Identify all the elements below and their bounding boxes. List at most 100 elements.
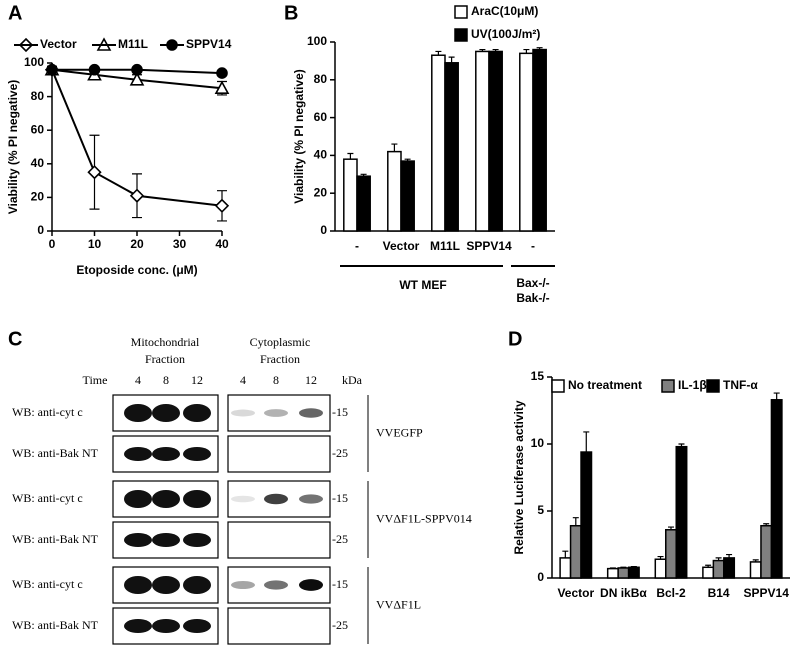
kda-marker: -15 — [332, 577, 348, 591]
x-tick-label: - — [531, 239, 535, 253]
bar — [627, 566, 640, 579]
y-axis-label: Viability (% PI negative) — [292, 69, 306, 203]
legend-swatch — [551, 379, 565, 393]
y-tick-label: 0 — [37, 223, 44, 237]
time-label: Time — [83, 373, 108, 387]
legend-label: UV(100J/m²) — [471, 27, 540, 41]
error-bar — [657, 555, 664, 560]
legend-swatch — [661, 379, 675, 393]
error-bar — [391, 143, 398, 152]
group-label: VVΔF1L-SPPV014 — [376, 511, 472, 525]
bar — [559, 557, 572, 579]
bar — [444, 62, 459, 232]
y-tick-label: 80 — [31, 89, 45, 103]
panel-label: D — [508, 328, 522, 350]
band — [183, 447, 211, 461]
band — [299, 579, 323, 591]
time-value: 8 — [163, 373, 169, 387]
y-tick-label: 80 — [314, 72, 328, 86]
marker — [216, 67, 228, 79]
band — [124, 404, 152, 422]
bar — [519, 52, 534, 232]
row-label: WB: anti-Bak NT — [12, 618, 99, 632]
band — [183, 576, 211, 594]
error-bar — [479, 48, 486, 52]
kda-marker: -25 — [332, 618, 348, 632]
band — [124, 533, 152, 547]
band — [183, 619, 211, 633]
marker — [129, 72, 145, 86]
marker — [87, 165, 102, 180]
bar — [488, 50, 503, 232]
y-tick-label: 60 — [314, 110, 328, 124]
group-label: Bak-/- — [516, 291, 549, 305]
x-tick-label: SPPV14 — [466, 239, 512, 253]
y-tick-label: 100 — [24, 55, 44, 69]
y-tick-label: 40 — [314, 148, 328, 162]
error-bar — [705, 564, 712, 568]
band — [264, 580, 288, 590]
bar — [723, 557, 736, 579]
legend-swatch — [454, 5, 468, 19]
marker — [129, 188, 145, 203]
group-label: VVEGFP — [376, 425, 423, 439]
error-bar — [773, 392, 780, 400]
bar — [702, 566, 715, 579]
blot-box — [227, 521, 331, 559]
y-tick-label: 40 — [31, 156, 45, 170]
error-bar — [562, 550, 569, 558]
legend-label: AraC(10μM) — [471, 4, 538, 18]
error-bar — [492, 48, 499, 52]
error-bar — [347, 152, 354, 160]
error-bar — [404, 158, 411, 162]
group-label: Bax-/- — [516, 276, 549, 290]
fraction-header: Fraction — [145, 352, 185, 366]
legend-swatch — [454, 28, 468, 42]
band — [124, 576, 152, 594]
bar — [580, 451, 593, 579]
kda-marker: -25 — [332, 532, 348, 546]
legend-swatch — [706, 379, 720, 393]
legend-label: IL-1β — [678, 378, 707, 392]
error-bar — [715, 557, 722, 561]
panel-label: C — [8, 328, 22, 350]
x-tick-label: Bcl-2 — [656, 586, 686, 600]
band — [152, 490, 180, 508]
bar — [760, 524, 773, 579]
time-value: 12 — [305, 373, 317, 387]
bar — [712, 559, 725, 579]
band — [299, 494, 323, 504]
x-tick-label: 40 — [215, 237, 229, 251]
kda-marker: -15 — [332, 491, 348, 505]
error-bar — [609, 567, 616, 569]
error-bar — [536, 47, 543, 50]
group-label: VVΔF1L — [376, 597, 421, 611]
error-bar — [583, 431, 590, 453]
marker — [131, 63, 143, 76]
x-axis-label: Etoposide conc. (μM) — [76, 263, 197, 277]
blot-box — [227, 394, 331, 432]
unit-label: kDa — [342, 373, 363, 387]
band — [231, 409, 255, 417]
band — [183, 533, 211, 547]
band — [152, 576, 180, 594]
time-value: 12 — [191, 373, 203, 387]
fraction-header: Mitochondrial — [131, 335, 200, 349]
fraction-header: Cytoplasmic — [250, 335, 311, 349]
band — [183, 490, 211, 508]
row-label: WB: anti-cyt c — [12, 577, 83, 591]
x-tick-label: Vector — [557, 586, 594, 600]
bar — [431, 54, 446, 232]
bar — [665, 529, 677, 579]
band — [264, 493, 288, 505]
y-tick-label: 0 — [320, 223, 327, 237]
series-line — [51, 69, 223, 207]
y-tick-label: 15 — [531, 369, 545, 383]
y-tick-label: 100 — [307, 34, 327, 48]
legend-label: TNF-α — [723, 378, 758, 392]
y-tick-label: 10 — [531, 436, 545, 450]
kda-marker: -25 — [332, 446, 348, 460]
group-label: WT MEF — [399, 278, 446, 292]
error-bar — [668, 526, 674, 530]
series-line — [52, 68, 223, 75]
